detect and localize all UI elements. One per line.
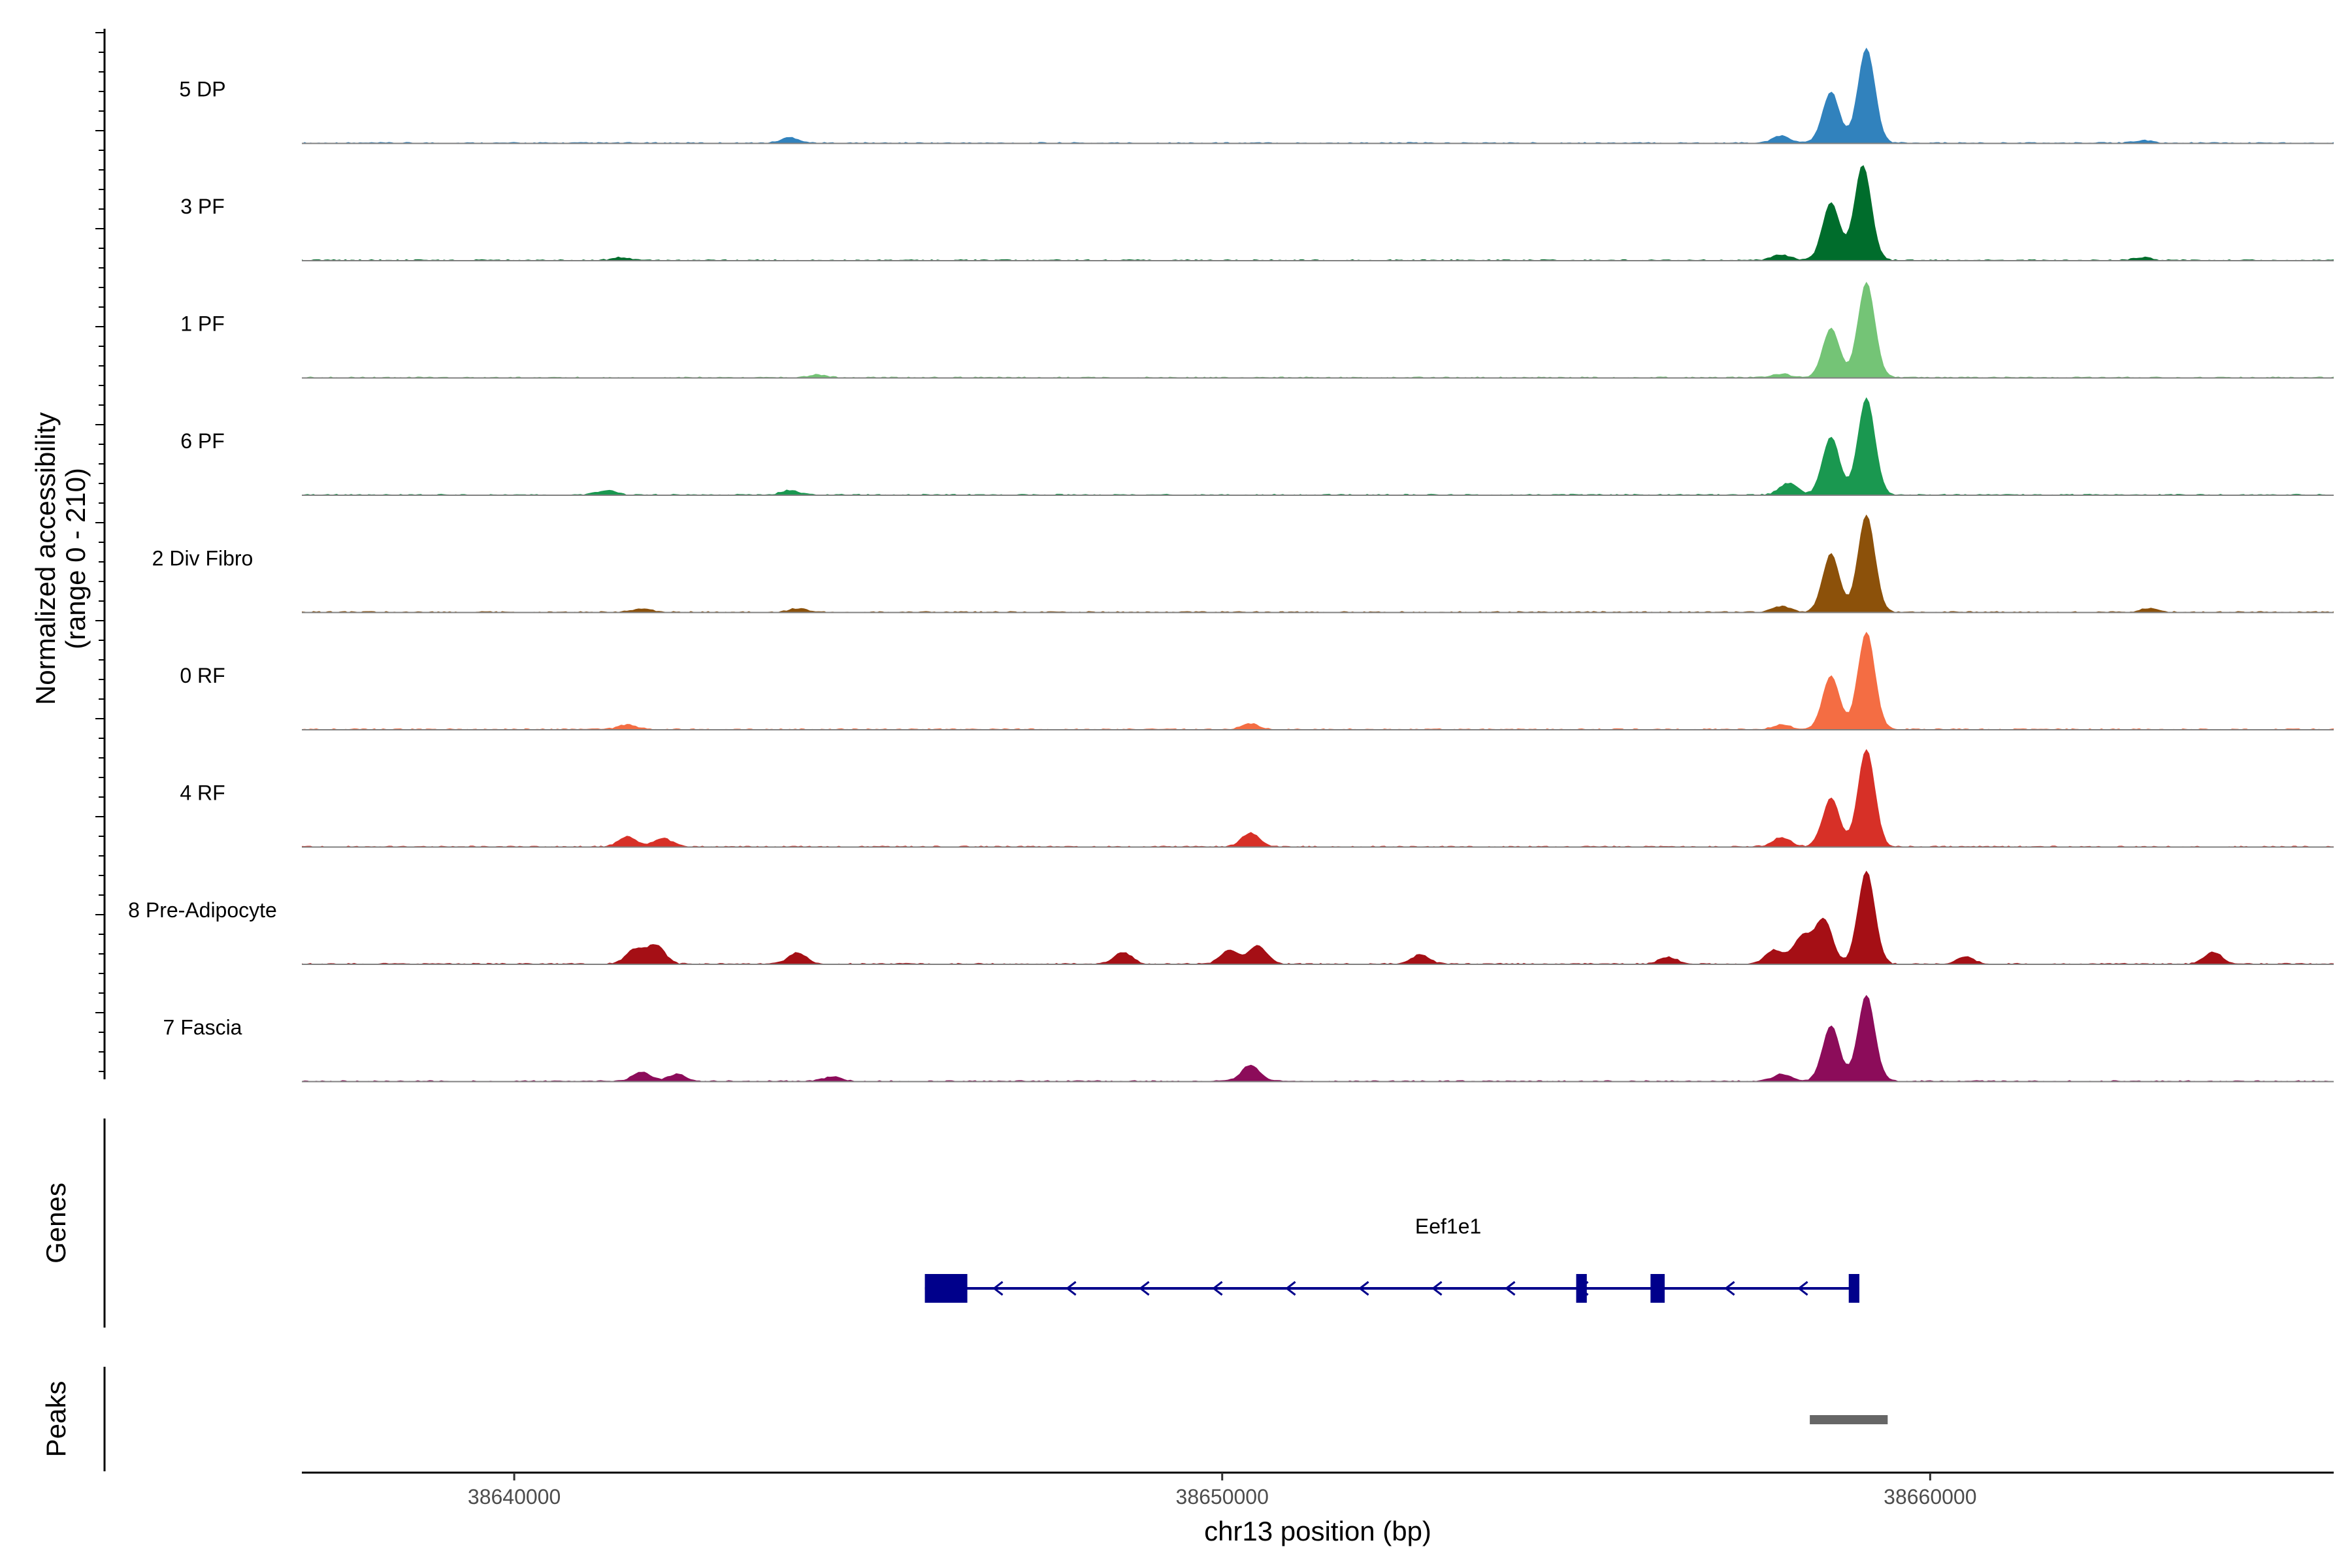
x-tick-label: 38650000	[1176, 1485, 1269, 1509]
track-0	[302, 47, 2334, 144]
coverage-y-axis-ticks	[95, 32, 105, 1072]
track-4	[302, 514, 2334, 613]
strand-arrow	[1066, 1281, 1077, 1296]
track-7	[302, 870, 2334, 965]
coverage-tracks	[302, 47, 2334, 1083]
coverage-area	[302, 994, 2334, 1082]
coverage-area	[302, 870, 2334, 964]
gene-exon	[1848, 1274, 1859, 1303]
track-label: 3 PF	[180, 195, 225, 218]
gene-name-label: Eef1e1	[1415, 1215, 1481, 1238]
track-label: 6 PF	[180, 429, 225, 453]
x-axis-ticks: 38640000 38650000 38660000	[468, 1473, 1977, 1509]
track-2	[302, 282, 2334, 379]
gene-exon	[1576, 1274, 1587, 1303]
strand-arrow	[1358, 1281, 1369, 1296]
coverage-area	[302, 514, 2334, 613]
track-label: 8 Pre-Adipocyte	[128, 898, 277, 922]
gene-exon	[924, 1274, 968, 1303]
coverage-area	[302, 749, 2334, 847]
track-label: 1 PF	[180, 312, 225, 336]
strand-arrow	[1431, 1281, 1443, 1296]
strand-arrow	[1505, 1281, 1516, 1296]
strand-arrow	[1212, 1281, 1223, 1296]
track-3	[302, 397, 2334, 496]
gene-models: Eef1e1	[924, 1215, 1859, 1303]
x-axis-title: chr13 position (bp)	[1204, 1516, 1431, 1546]
coverage-area	[302, 165, 2334, 261]
genes-panel-label: Genes	[41, 1183, 71, 1264]
peaks-panel-label: Peaks	[41, 1381, 71, 1458]
strand-arrow	[1139, 1281, 1150, 1296]
track-label: 7 Fascia	[163, 1016, 242, 1039]
strand-arrow	[1797, 1281, 1808, 1296]
coverage-area	[302, 282, 2334, 378]
peak-region	[1810, 1415, 1888, 1424]
x-tick-label: 38640000	[468, 1485, 561, 1509]
y-axis-title: Normalized accessibility	[30, 412, 61, 705]
strand-arrow	[992, 1281, 1004, 1296]
track-5	[302, 632, 2334, 730]
strand-arrow	[1285, 1281, 1296, 1296]
y-axis-range: (range 0 - 210)	[60, 468, 91, 649]
x-tick-label: 38660000	[1884, 1485, 1976, 1509]
coverage-area	[302, 632, 2334, 730]
track-6	[302, 749, 2334, 848]
coverage-area	[302, 397, 2334, 495]
track-labels: 5 DP 3 PF 1 PF 6 PF 2 Div Fibro 0 RF 4 RF 8 Pre…	[128, 78, 277, 1039]
track-label: 2 Div Fibro	[152, 547, 253, 570]
track-1	[302, 165, 2334, 261]
track-8	[302, 994, 2334, 1083]
track-label: 5 DP	[179, 78, 225, 101]
strand-arrow	[1724, 1281, 1735, 1296]
track-label: 0 RF	[180, 664, 225, 687]
peak-regions	[1810, 1415, 1888, 1424]
track-label: 4 RF	[180, 781, 225, 805]
coverage-area	[302, 47, 2334, 144]
gene-exon	[1650, 1274, 1665, 1303]
